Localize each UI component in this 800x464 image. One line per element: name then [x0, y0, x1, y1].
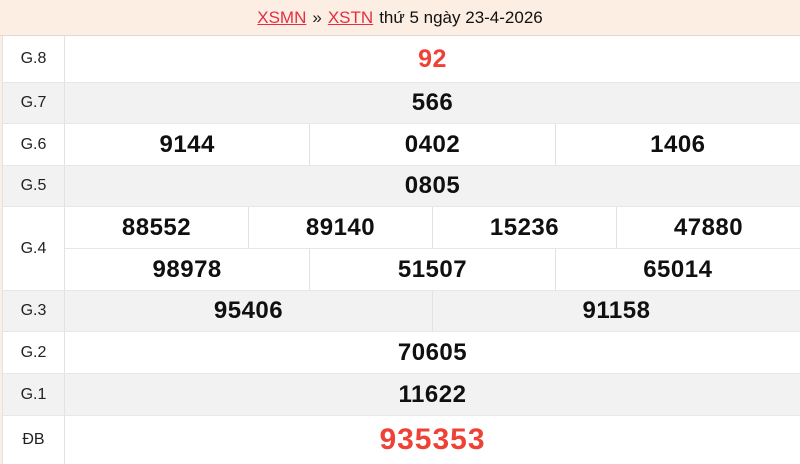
draw-date-text: thứ 5 ngày 23-4-2026: [379, 7, 543, 27]
prize-value: 91158: [432, 291, 800, 331]
prize-value: 9144: [159, 130, 215, 158]
prize-value: 566: [411, 89, 454, 116]
prize-value: 11622: [398, 380, 467, 408]
prize-row-g5: G.5 0805: [3, 165, 800, 206]
prize-value: 51507: [309, 249, 554, 290]
breadcrumb: XSMN» XSTN thứ 5 ngày 23-4-2026: [0, 0, 800, 36]
prize-value: 95406: [213, 297, 284, 324]
prize-value: 89140: [248, 207, 432, 248]
prize-row-g8: G.8 92: [3, 36, 800, 82]
prize-value: 15236: [432, 207, 616, 248]
prize-row-db: ĐB 935353: [3, 415, 800, 464]
prize-label: G.7: [3, 83, 65, 123]
prize-value: 0402: [309, 124, 554, 165]
prize-subrow: 88552 89140 15236 47880: [65, 207, 800, 249]
prize-label: G.5: [3, 166, 65, 206]
prize-value: 935353: [379, 423, 486, 456]
prize-label: G.8: [3, 36, 65, 82]
prize-subrow: 98978 51507 65014: [65, 249, 800, 290]
prize-row-g6: G.6 9144 0402 1406: [3, 123, 800, 165]
prize-value: 88552: [121, 213, 192, 241]
prize-value: 0805: [404, 172, 461, 199]
prize-label: G.4: [3, 207, 65, 290]
prize-label: G.3: [3, 291, 65, 331]
prize-value: 65014: [554, 249, 800, 290]
prize-row-g7: G.7 566: [3, 82, 800, 123]
prize-label: ĐB: [3, 416, 65, 464]
prize-label: G.2: [3, 332, 65, 373]
prize-row-g3: G.3 95406 91158: [3, 290, 800, 331]
lottery-results-table: G.8 92 G.7 566 G.6 9144 0402 1406 G.5 08…: [2, 36, 800, 464]
breadcrumb-separator: »: [312, 7, 322, 27]
prize-row-g1: G.1 11622: [3, 373, 800, 415]
prize-value: 70605: [397, 338, 468, 366]
prize-row-g4: G.4 88552 89140 15236 47880 98978 51507 …: [3, 206, 800, 290]
prize-value: 98978: [152, 255, 222, 283]
prize-row-g2: G.2 70605: [3, 331, 800, 373]
prize-label: G.6: [3, 124, 65, 165]
prize-value: 92: [418, 44, 447, 73]
prize-value: 47880: [616, 207, 800, 248]
prize-value: 1406: [554, 124, 800, 165]
province-link-xstn[interactable]: XSTN: [327, 7, 374, 27]
prize-label: G.1: [3, 374, 65, 415]
region-link-xsmn[interactable]: XSMN: [257, 7, 307, 27]
